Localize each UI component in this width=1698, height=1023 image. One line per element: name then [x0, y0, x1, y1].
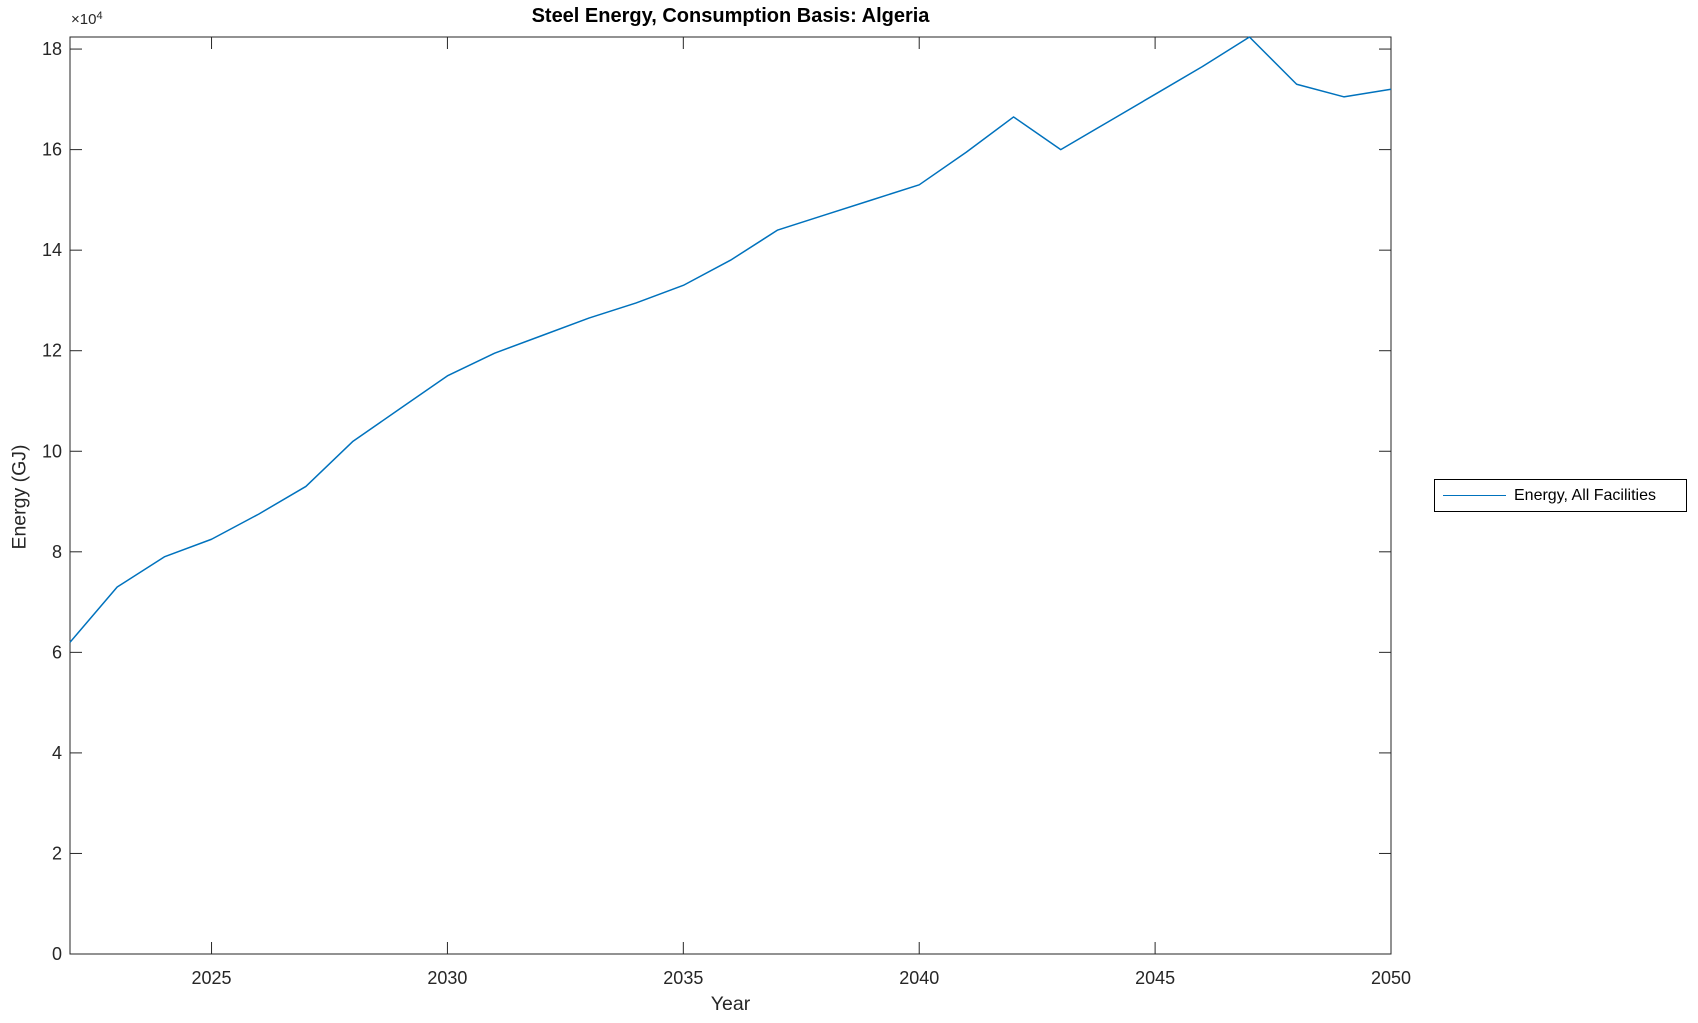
x-tick-label: 2025 [192, 968, 232, 988]
y-tick-label: 16 [42, 140, 62, 160]
y-axis-exponent-power: 4 [96, 10, 103, 22]
series-line [69, 36, 1392, 643]
x-tick-label: 2045 [1135, 968, 1175, 988]
y-tick-label: 6 [52, 642, 62, 662]
y-axis-exponent-base: ×10 [71, 11, 97, 28]
x-tick-label: 2050 [1371, 968, 1411, 988]
legend: Energy, All Facilities [1434, 479, 1687, 512]
y-axis-exponent: ×104 [71, 10, 103, 28]
y-tick-label: 2 [52, 843, 62, 863]
y-tick-label: 14 [42, 240, 62, 260]
legend-label: Energy, All Facilities [1514, 486, 1656, 504]
y-tick-label: 0 [52, 944, 62, 964]
chart-title: Steel Energy, Consumption Basis: Algeria [531, 5, 930, 27]
x-tick-label: 2035 [663, 968, 703, 988]
y-tick-label: 12 [42, 341, 62, 361]
x-tick-label: 2040 [899, 968, 939, 988]
legend-line-sample-icon [1443, 495, 1506, 496]
y-tick-label: 10 [42, 441, 62, 461]
x-tick-label: 2030 [427, 968, 467, 988]
y-tick-label: 18 [42, 39, 62, 59]
y-tick-label: 8 [52, 542, 62, 562]
y-tick-label: 4 [52, 743, 62, 763]
x-axis-label: Year [710, 993, 751, 1015]
plot-box [69, 36, 1392, 955]
